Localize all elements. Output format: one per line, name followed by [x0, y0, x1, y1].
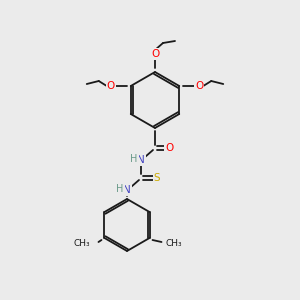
- Text: S: S: [154, 173, 160, 183]
- Text: O: O: [195, 81, 203, 91]
- Text: N: N: [137, 155, 145, 165]
- Text: H: H: [130, 154, 138, 164]
- Text: N: N: [123, 185, 131, 195]
- Text: H: H: [116, 184, 124, 194]
- Text: O: O: [106, 81, 115, 91]
- Text: CH₃: CH₃: [166, 239, 182, 248]
- Text: O: O: [165, 143, 173, 153]
- Text: CH₃: CH₃: [74, 239, 91, 248]
- Text: O: O: [151, 49, 159, 59]
